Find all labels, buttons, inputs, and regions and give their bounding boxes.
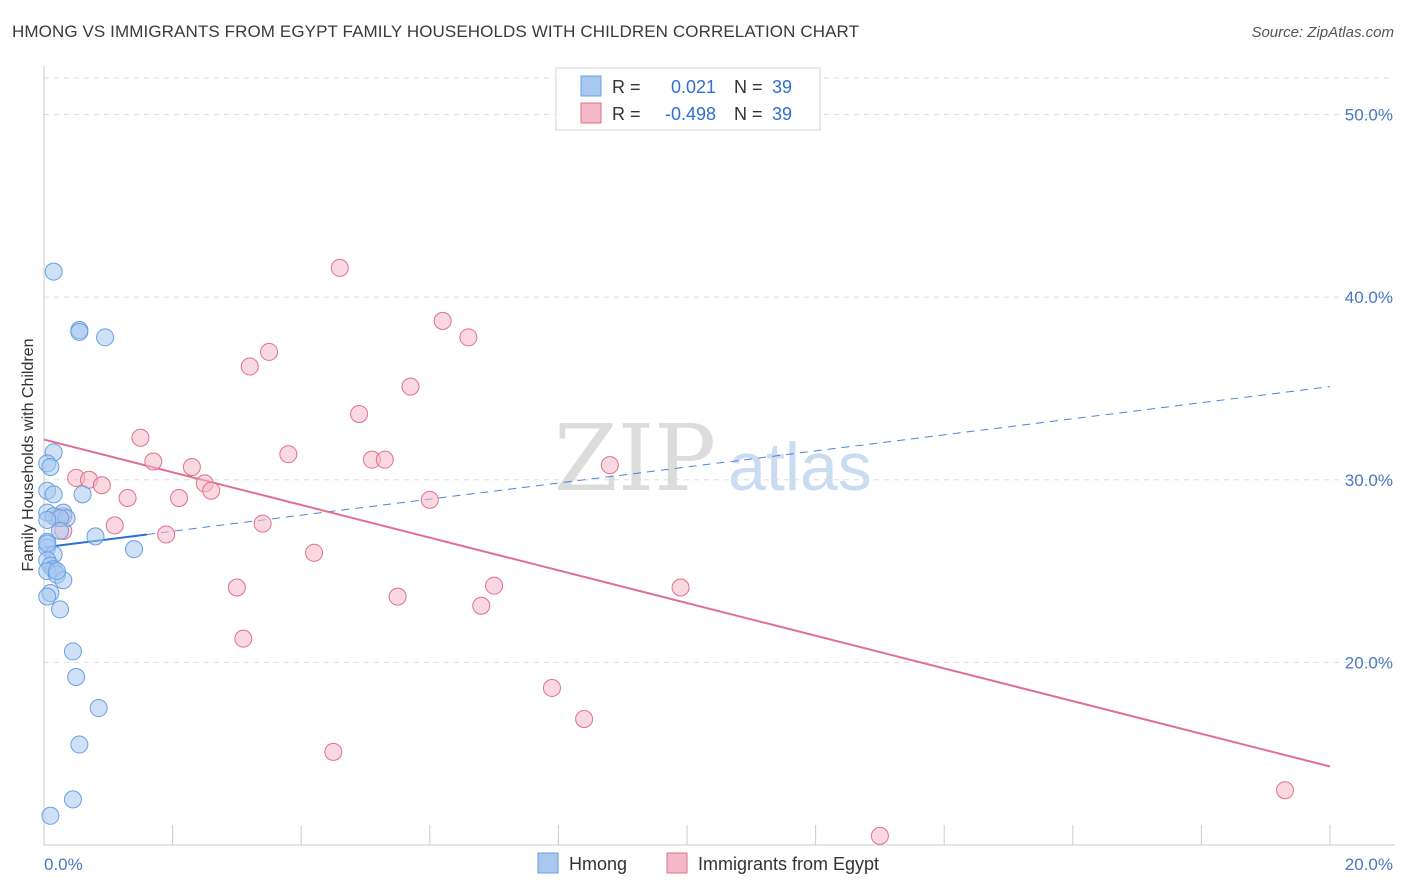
point-hmong xyxy=(44,485,63,504)
bottom-legend-swatch-egypt xyxy=(666,852,688,874)
point-hmong xyxy=(96,328,115,347)
point-hmong xyxy=(70,735,89,754)
point-hmong xyxy=(47,562,66,581)
point-immigrants-from-egypt xyxy=(420,490,439,509)
point-immigrants-from-egypt xyxy=(1275,781,1294,800)
legend-r-label-hmong: R = xyxy=(612,77,641,97)
tick-labels: 20.0% 30.0% 40.0% 50.0% 0.0% 20.0% xyxy=(44,106,1393,874)
point-immigrants-from-egypt xyxy=(260,342,279,361)
point-immigrants-from-egypt xyxy=(375,450,394,469)
point-hmong xyxy=(51,521,70,540)
point-immigrants-from-egypt xyxy=(170,489,189,508)
point-hmong xyxy=(41,457,60,476)
point-immigrants-from-egypt xyxy=(105,516,124,535)
bottom-legend: Hmong Immigrants from Egypt xyxy=(537,852,879,874)
point-immigrants-from-egypt xyxy=(350,405,369,424)
point-immigrants-from-egypt xyxy=(279,445,298,464)
watermark-zip: ZIP xyxy=(554,405,716,512)
legend-r-value-hmong: 0.021 xyxy=(671,77,716,97)
point-immigrants-from-egypt xyxy=(182,457,201,476)
bottom-legend-label-hmong: Hmong xyxy=(569,854,627,874)
point-immigrants-from-egypt xyxy=(118,489,137,508)
point-immigrants-from-egypt xyxy=(671,578,690,597)
point-immigrants-from-egypt xyxy=(433,311,452,330)
legend-n-value-egypt: 39 xyxy=(772,104,792,124)
watermark: ZIP atlas xyxy=(554,405,872,512)
point-immigrants-from-egypt xyxy=(92,476,111,495)
y-tick-label: 40.0% xyxy=(1345,288,1393,307)
point-hmong xyxy=(38,510,57,529)
point-immigrants-from-egypt xyxy=(253,514,272,533)
bottom-legend-label-egypt: Immigrants from Egypt xyxy=(698,854,879,874)
point-immigrants-from-egypt xyxy=(157,525,176,544)
point-hmong xyxy=(41,806,60,825)
point-hmong xyxy=(38,534,57,553)
y-tick-label: 30.0% xyxy=(1345,471,1393,490)
axes xyxy=(43,66,1395,846)
point-hmong xyxy=(73,485,92,504)
legend-swatch-egypt xyxy=(580,102,602,124)
y-tick-label: 20.0% xyxy=(1345,653,1393,672)
data-points xyxy=(38,258,1294,845)
point-hmong xyxy=(63,642,82,661)
point-immigrants-from-egypt xyxy=(600,456,619,475)
source-credit: Source: ZipAtlas.com xyxy=(1251,24,1394,41)
legend-n-label-hmong: N = xyxy=(734,77,763,97)
point-immigrants-from-egypt xyxy=(305,543,324,562)
point-hmong xyxy=(89,699,108,718)
point-immigrants-from-egypt xyxy=(575,709,594,728)
legend-n-value-hmong: 39 xyxy=(772,77,792,97)
legend-n-label-egypt: N = xyxy=(734,104,763,124)
point-hmong xyxy=(63,790,82,809)
y-axis-title: Family Households with Children xyxy=(20,339,37,572)
point-hmong xyxy=(38,587,57,606)
point-immigrants-from-egypt xyxy=(870,826,889,845)
point-hmong xyxy=(125,540,144,559)
point-hmong xyxy=(51,600,70,619)
bottom-legend-swatch-hmong xyxy=(537,852,559,874)
trend-line-egypt xyxy=(43,438,1331,768)
point-hmong xyxy=(67,667,86,686)
point-hmong xyxy=(86,527,105,546)
point-immigrants-from-egypt xyxy=(330,258,349,277)
x-tick-label: 0.0% xyxy=(44,855,83,874)
legend-r-value-egypt: -0.498 xyxy=(665,104,716,124)
legend-r-label-egypt: R = xyxy=(612,104,641,124)
point-immigrants-from-egypt xyxy=(324,742,343,761)
point-hmong xyxy=(44,262,63,281)
point-immigrants-from-egypt xyxy=(401,377,420,396)
trend-line-hmong-dashed xyxy=(146,386,1331,535)
point-immigrants-from-egypt xyxy=(202,481,221,500)
point-immigrants-from-egypt xyxy=(240,357,259,376)
point-immigrants-from-egypt xyxy=(144,452,163,471)
point-immigrants-from-egypt xyxy=(459,328,478,347)
legend: R = 0.021 N = 39 R = -0.498 N = 39 xyxy=(555,67,821,131)
point-immigrants-from-egypt xyxy=(131,428,150,447)
point-immigrants-from-egypt xyxy=(234,629,253,648)
y-tick-label: 50.0% xyxy=(1345,106,1393,125)
point-immigrants-from-egypt xyxy=(485,576,504,595)
point-immigrants-from-egypt xyxy=(542,678,561,697)
point-immigrants-from-egypt xyxy=(227,578,246,597)
point-immigrants-from-egypt xyxy=(472,596,491,615)
legend-swatch-hmong xyxy=(580,75,602,97)
point-immigrants-from-egypt xyxy=(388,587,407,606)
point-hmong xyxy=(70,322,89,341)
x-tick-label: 20.0% xyxy=(1345,855,1393,874)
watermark-atlas: atlas xyxy=(728,429,872,505)
chart-title: HMONG VS IMMIGRANTS FROM EGYPT FAMILY HO… xyxy=(12,22,860,41)
